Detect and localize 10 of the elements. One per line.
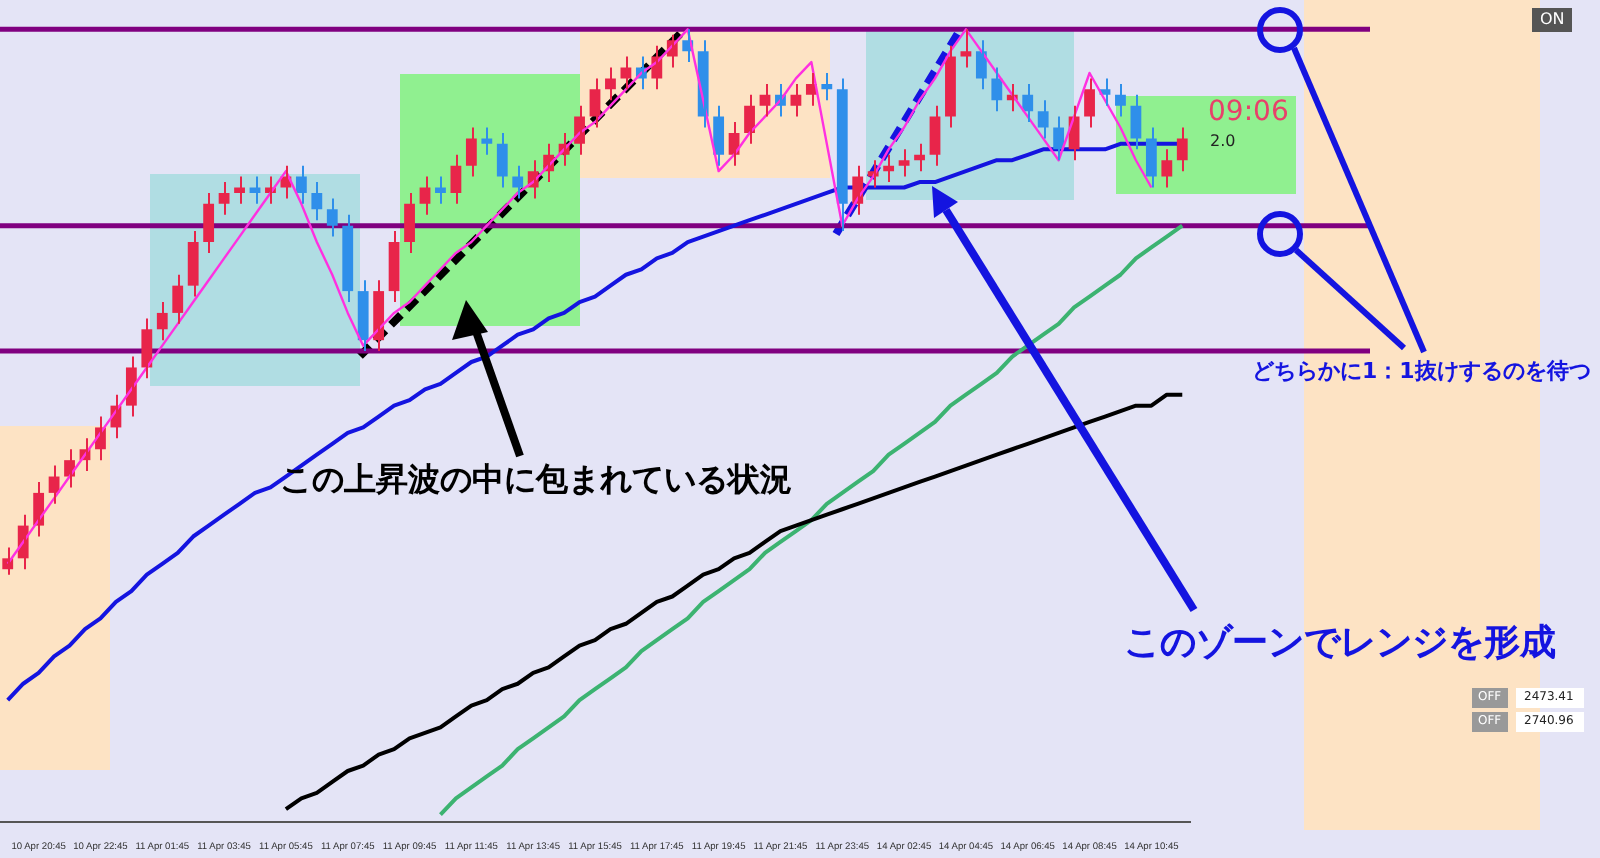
text: どちらかに1：1抜けするのを待つ bbox=[1252, 358, 1591, 384]
text: 09:06 bbox=[1208, 96, 1289, 128]
text: このゾーンでレンジを形成 bbox=[1124, 622, 1556, 664]
candlestick bbox=[481, 126, 493, 156]
text: 2.0 bbox=[1210, 132, 1236, 150]
text: ON bbox=[1532, 8, 1573, 32]
annotation: この上昇波の中に包まれている状況 bbox=[280, 460, 792, 498]
candlestick bbox=[898, 148, 910, 178]
candlestick bbox=[435, 175, 446, 205]
candlestick bbox=[234, 175, 245, 205]
